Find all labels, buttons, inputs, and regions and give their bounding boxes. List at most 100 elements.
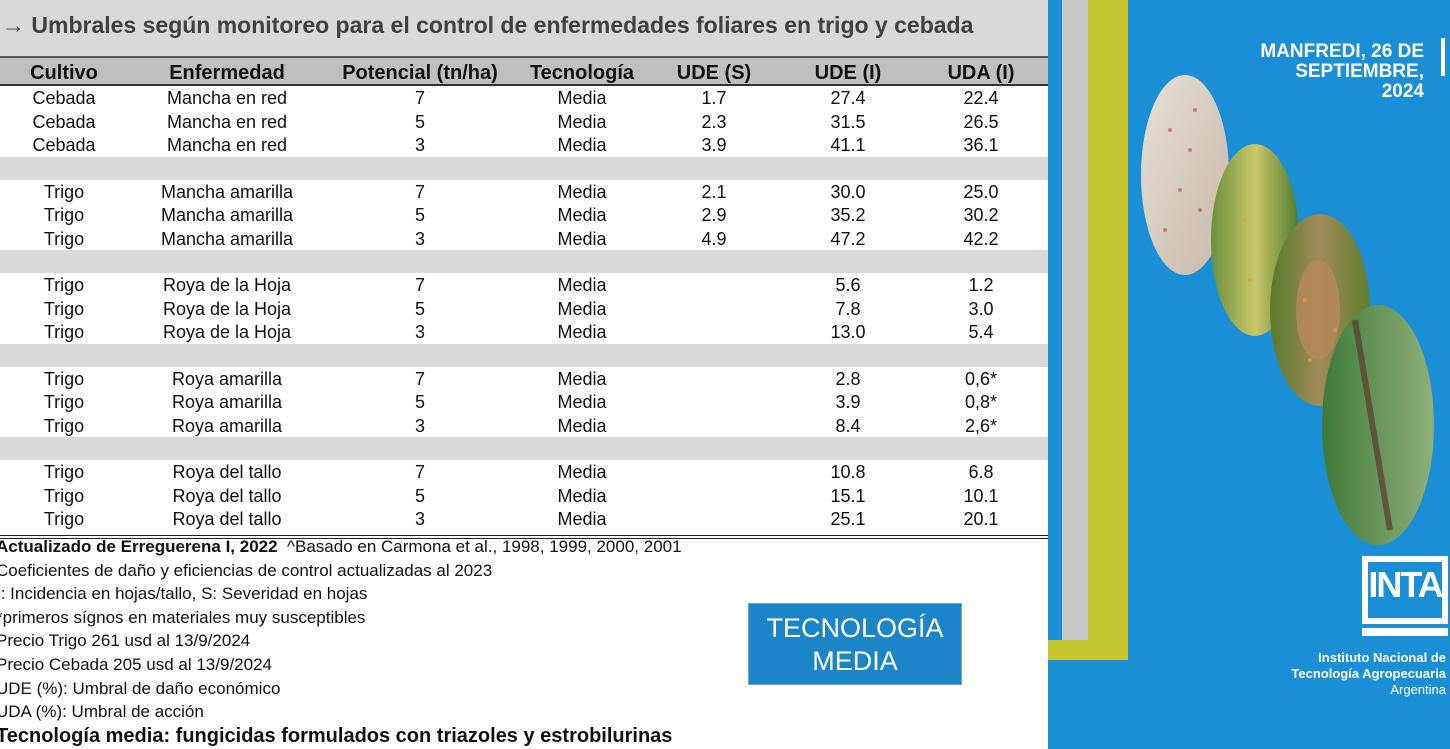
date-line2: 2024	[1381, 81, 1424, 102]
cell-potencial: 7	[414, 368, 425, 389]
cell-cultivo: Trigo	[43, 462, 85, 482]
table-row: Trigo Roya amarilla 7 Media 2.8 0,6*	[0, 367, 1048, 391]
table-row: Trigo Roya de la Hoja 3 Media 13.0 5.4	[0, 320, 1048, 344]
cell-potencial: 5	[414, 298, 425, 319]
cell-ude-i: 47.2	[830, 228, 866, 249]
date-line1: MANFREDI, 26 DE SEPTIEMBRE,	[1260, 41, 1424, 82]
cell-potencial: 5	[414, 392, 425, 412]
cell-potencial: 3	[414, 228, 425, 249]
cell-uda-i: 30.2	[963, 205, 999, 225]
cell-cultivo: Trigo	[43, 228, 85, 249]
cell-enfermedad: Roya amarilla	[171, 368, 283, 389]
note-coeficientes: Coeficientes de daño y eficiencias de co…	[0, 560, 493, 580]
cell-enfermedad: Roya de la Hoja	[162, 298, 292, 319]
tecnologia-media-box: TECNOLOGÍA MEDIA	[748, 603, 962, 685]
cell-cultivo: Cebada	[32, 88, 96, 108]
cell-ude-s: 2.3	[701, 111, 727, 132]
cell-cultivo: Trigo	[43, 485, 85, 506]
cell-uda-i: 3.0	[968, 298, 994, 319]
cell-potencial: 7	[414, 88, 425, 108]
table-row: Cebada Mancha en red 3 Media 3.9 41.1 36.1	[0, 133, 1048, 157]
cell-uda-i: 42.2	[963, 228, 999, 249]
cell-potencial: 3	[414, 322, 425, 342]
note-source-rest: ^Basado en Carmona et al., 1998, 1999, 2…	[287, 537, 682, 556]
cell-uda-i: 2,6*	[964, 415, 998, 436]
cell-cultivo: Cebada	[32, 135, 96, 155]
cell-ude-i: 15.1	[830, 485, 866, 506]
cell-enfermedad: Roya del tallo	[172, 509, 282, 529]
cell-enfermedad: Mancha en red	[166, 111, 288, 132]
cell-ude-i: 27.4	[830, 88, 866, 108]
cell-tecnologia: Media	[557, 392, 607, 412]
cell-cultivo: Trigo	[43, 181, 85, 202]
notes-block: Actualizado de Erreguerena I, 2022 ^Basa…	[0, 536, 760, 748]
cell-potencial: 5	[414, 205, 425, 225]
cell-ude-i: 5.6	[835, 275, 861, 295]
table-header: Cultivo Enfermedad Potencial (tn/ha) Tec…	[0, 56, 1048, 86]
group-separator	[0, 156, 1048, 180]
event-date: MANFREDI, 26 DE SEPTIEMBRE, 2024	[1136, 42, 1424, 102]
group-separator	[0, 437, 1048, 460]
cell-potencial: 5	[414, 485, 425, 506]
cell-ude-i: 3.9	[835, 392, 861, 412]
cell-potencial: 5	[414, 111, 425, 132]
cell-cultivo: Trigo	[43, 509, 85, 529]
cell-enfermedad: Roya del tallo	[172, 462, 282, 482]
cell-uda-i: 25.0	[963, 181, 999, 202]
cell-tecnologia: Media	[557, 205, 607, 225]
inst-line1: Instituto Nacional de	[1318, 650, 1446, 665]
cell-enfermedad: Mancha amarilla	[160, 228, 294, 249]
cell-tecnologia: Media	[557, 415, 607, 436]
cell-ude-i: 41.1	[830, 135, 866, 155]
cell-uda-i: 22.4	[963, 88, 999, 108]
olive-accent-foot	[1048, 640, 1128, 660]
cell-uda-i: 0,6*	[964, 368, 998, 389]
title-bar	[0, 0, 1068, 56]
header-ude-s: UDE (S)	[676, 62, 752, 84]
cell-potencial: 7	[414, 181, 425, 202]
cell-enfermedad: Roya amarilla	[171, 392, 283, 412]
cell-uda-i: 36.1	[963, 135, 999, 155]
header-potencial: Potencial (tn/ha)	[342, 62, 498, 84]
table-row: Cebada Mancha en red 5 Media 2.3 31.5 26.5	[0, 110, 1048, 134]
cell-cultivo: Trigo	[43, 275, 85, 295]
note-source-bold: Actualizado de Erreguerena I, 2022	[0, 537, 278, 556]
cell-enfermedad: Roya de la Hoja	[162, 322, 292, 342]
inta-logo: INTA	[1362, 556, 1448, 636]
cell-potencial: 7	[414, 462, 425, 482]
cell-potencial: 3	[414, 509, 425, 529]
cell-cultivo: Trigo	[43, 322, 85, 342]
cell-ude-s: 1.7	[701, 88, 727, 108]
threshold-table: Cultivo Enfermedad Potencial (tn/ha) Tec…	[0, 56, 1048, 539]
note-precio-trigo: Precio Trigo 261 usd al 13/9/2024	[0, 631, 251, 651]
header-tecnologia: Tecnología	[529, 62, 635, 84]
cell-ude-s: 4.9	[701, 228, 727, 249]
cell-enfermedad: Mancha en red	[166, 88, 288, 108]
note-precio-cebada: Precio Cebada 205 usd al 13/9/2024	[0, 654, 272, 674]
leaf-image-4	[1322, 305, 1434, 545]
cell-uda-i: 0,8*	[964, 392, 998, 412]
table-row: Trigo Roya del tallo 3 Media 25.1 20.1	[0, 507, 1048, 531]
cell-uda-i: 26.5	[963, 111, 999, 132]
cell-tecnologia: Media	[557, 368, 607, 389]
cell-ude-s: 2.1	[701, 181, 727, 202]
leaf-image-1	[1141, 75, 1229, 275]
header-ude-i: UDE (I)	[814, 62, 882, 84]
cell-potencial: 3	[414, 135, 425, 155]
cell-tecnologia: Media	[557, 462, 607, 482]
cell-ude-i: 35.2	[830, 205, 866, 225]
cell-cultivo: Trigo	[43, 205, 85, 225]
cell-cultivo: Trigo	[43, 392, 85, 412]
cell-ude-i: 30.0	[830, 181, 866, 202]
cell-enfermedad: Roya del tallo	[172, 485, 282, 506]
page-title: → Umbrales según monitoreo para el contr…	[2, 12, 974, 38]
cell-ude-i: 13.0	[830, 322, 866, 342]
date-divider	[1441, 38, 1445, 76]
olive-accent-bar	[1088, 0, 1128, 660]
note-primeros-signos: *primeros sígnos en materiales muy susce…	[0, 607, 366, 627]
cell-uda-i: 1.2	[968, 275, 994, 295]
cell-enfermedad: Mancha amarilla	[160, 205, 294, 225]
table-row: Trigo Roya de la Hoja 5 Media 7.8 3.0	[0, 297, 1048, 321]
cell-uda-i: 10.1	[963, 485, 999, 506]
inst-line2: Tecnología Agropecuaria	[1291, 666, 1446, 681]
